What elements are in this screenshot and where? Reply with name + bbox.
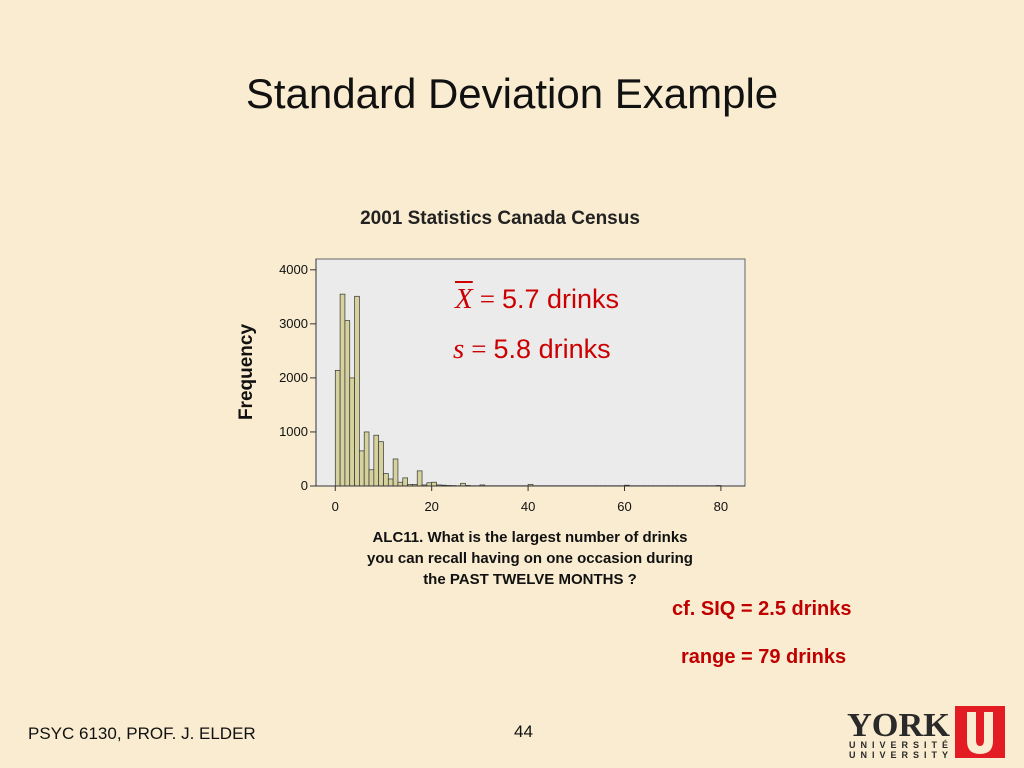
histogram-bar: [339, 293, 346, 487]
footer-course-label: PSYC 6130, PROF. J. ELDER: [28, 724, 256, 743]
y-tick-label: 1000: [279, 424, 308, 439]
histogram-chart: 0 1000 2000 3000 4000 0 20 40 60 80 Frequency: [236, 258, 746, 514]
x-tick-label: 40: [521, 499, 535, 514]
y-tick-label: 4000: [279, 262, 308, 277]
x-tick-label: 0: [332, 499, 339, 514]
slide-title: Standard Deviation Example: [245, 70, 779, 117]
caption-line-3: the PAST TWELVE MONTHS ?: [423, 571, 637, 588]
plot-area: [315, 258, 746, 487]
x-tick-label: 60: [617, 499, 631, 514]
sd-equals: =: [471, 334, 487, 364]
sd-value: 5.8 drinks: [493, 334, 611, 364]
logo-wordmark: YORK: [847, 707, 951, 744]
x-tick-label: 80: [714, 499, 728, 514]
mean-equals: =: [479, 284, 495, 314]
y-tick-label: 2000: [279, 370, 308, 385]
histogram-bar: [363, 431, 370, 487]
histogram-bar: [334, 369, 341, 487]
caption-line-2: you can recall having on one occasion du…: [367, 550, 693, 567]
histogram-bar: [373, 434, 380, 487]
histogram-bar: [397, 481, 404, 487]
question-caption: ALC11. What is the largest number of dri…: [300, 527, 760, 590]
y-tick-label: 0: [301, 478, 308, 493]
histogram-bar: [368, 469, 375, 487]
histogram-bar: [359, 450, 365, 487]
histogram-bar: [387, 478, 394, 487]
histogram-bar: [378, 441, 384, 487]
sd-symbol: s: [453, 333, 465, 365]
histogram-bar: [392, 458, 399, 487]
chart-title: 2001 Statistics Canada Census: [360, 208, 640, 229]
histogram-bar: [402, 477, 408, 487]
histogram-bar: [354, 295, 360, 487]
x-tick-label: 20: [424, 499, 438, 514]
histogram-bar: [416, 470, 423, 487]
siq-note: cf. SIQ = 2.5 drinks: [672, 598, 852, 620]
histogram-bar: [431, 481, 437, 487]
y-axis-label: Frequency: [236, 324, 257, 421]
sd-statistic: s = 5.8 drinks: [453, 333, 611, 366]
mean-statistic: X = 5.7 drinks: [455, 283, 619, 316]
logo-line-en: UNIVERSITY: [849, 750, 948, 760]
logo-u-mark: [955, 706, 1005, 758]
y-tick-label: 3000: [279, 316, 308, 331]
mean-symbol: X: [455, 283, 473, 315]
histogram-bar: [349, 377, 355, 487]
york-university-logo: YORK UNIVERSITÉ UNIVERSITY: [847, 706, 1005, 760]
x-axis-ticks: 0 20 40 60 80: [332, 486, 728, 514]
histogram-bar: [344, 320, 351, 487]
range-note: range = 79 drinks: [681, 646, 847, 668]
y-axis-ticks: 0 1000 2000 3000 4000: [279, 262, 316, 493]
caption-line-1: ALC11. What is the largest number of dri…: [372, 529, 688, 546]
histogram-bar: [383, 473, 389, 487]
page-number: 44: [514, 722, 533, 741]
mean-value: 5.7 drinks: [501, 284, 620, 314]
